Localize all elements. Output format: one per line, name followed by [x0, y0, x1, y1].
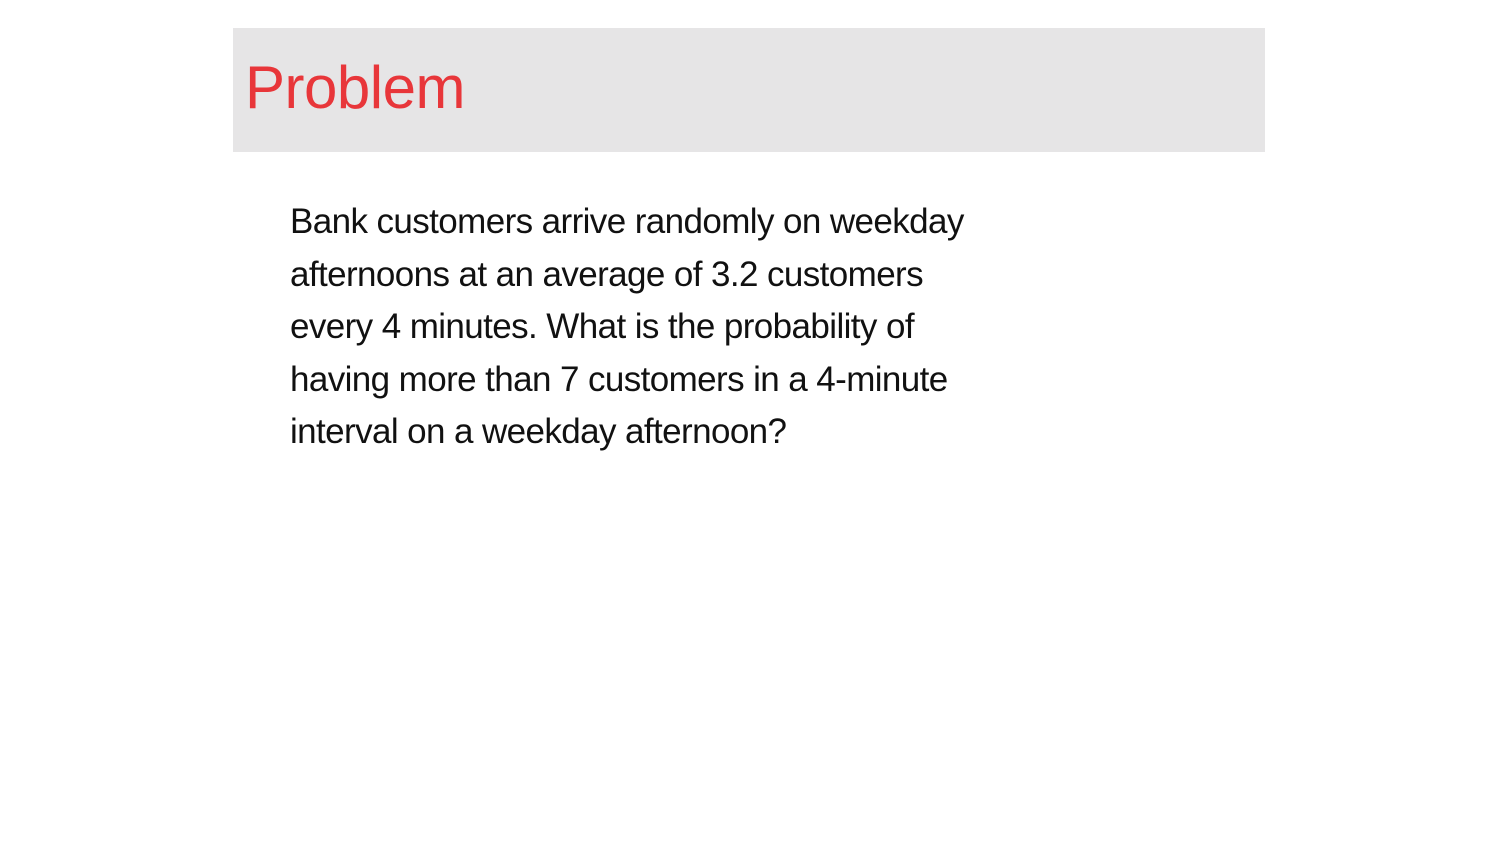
problem-line: afternoons at an average of 3.2 customer… [290, 254, 924, 294]
problem-line: Bank customers arrive randomly on weekda… [290, 202, 964, 241]
title-band: Problem [233, 28, 1265, 152]
slide-title: Problem [245, 54, 465, 121]
problem-line: interval on a weekday afternoon? [290, 412, 787, 451]
problem-statement: Bank customers arrive randomly on weekda… [290, 196, 1090, 459]
problem-line: every 4 minutes. What is the probability… [290, 307, 915, 346]
problem-line: having more than 7 customers in a 4-minu… [290, 359, 948, 399]
